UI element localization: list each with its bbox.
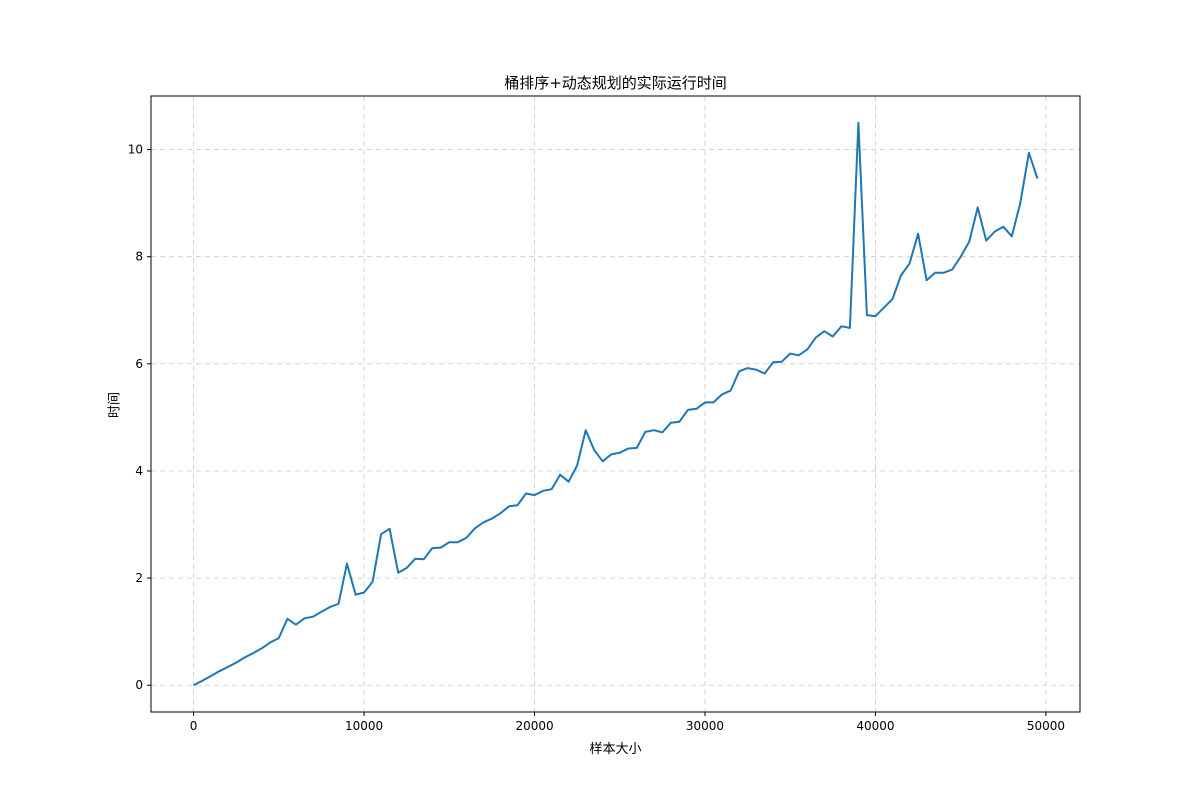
chart-title: 桶排序+动态规划的实际运行时间: [504, 74, 727, 92]
y-tick-label: 2: [135, 571, 143, 585]
axis-ticks: 0 10000 20000 30000 40000 50000 0 2 4 6 8 10: [128, 143, 1065, 733]
x-tick-label: 30000: [686, 719, 724, 733]
y-tick-label: 6: [135, 357, 143, 371]
series-line: [193, 121, 1039, 687]
y-tick-label: 8: [135, 250, 143, 264]
x-axis-label: 样本大小: [589, 742, 642, 757]
plot-frame: [150, 95, 1081, 713]
y-tick-label: 10: [128, 143, 143, 157]
x-tick-label: 0: [190, 719, 198, 733]
x-tick-label: 10000: [345, 719, 383, 733]
y-axis-label: 时间: [107, 391, 123, 419]
x-tick-label: 50000: [1027, 719, 1065, 733]
y-tick-label: 4: [135, 464, 143, 478]
grid-lines: [151, 96, 1080, 712]
x-tick-label: 40000: [856, 719, 894, 733]
y-tick-label: 0: [135, 678, 143, 692]
x-tick-label: 20000: [515, 719, 553, 733]
